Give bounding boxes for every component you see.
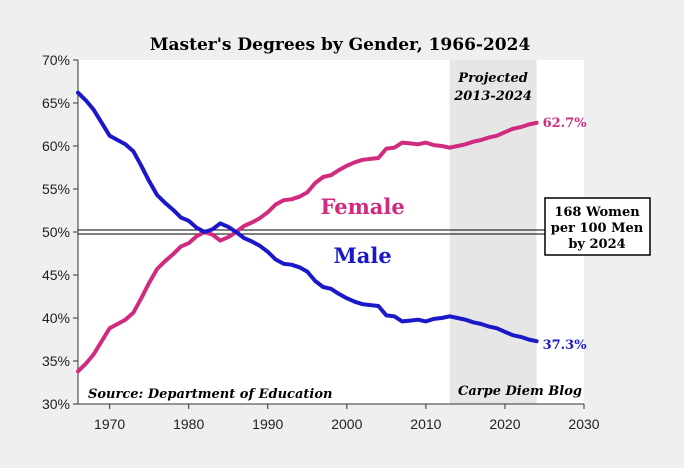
x-tick-label: 2010 — [410, 416, 441, 432]
y-tick-label: 70% — [42, 52, 70, 68]
x-tick-label: 2000 — [331, 416, 362, 432]
series-lines — [76, 90, 539, 374]
male-series-line — [76, 90, 539, 344]
y-tick-label: 30% — [42, 396, 70, 412]
y-axis: 30% 35% 40% 45% 50% 55% 60% 65% 70% — [42, 52, 78, 412]
chart-title: Master's Degrees by Gender, 1966-2024 — [150, 35, 531, 55]
female-series-line — [76, 120, 539, 374]
y-tick-label: 35% — [42, 353, 70, 369]
projection-label-line1: Projected — [457, 71, 528, 86]
x-tick-label: 2030 — [568, 416, 599, 432]
female-series-label: Female — [320, 194, 404, 219]
projection-label-line2: 2013-2024 — [453, 89, 532, 104]
y-tick-label: 55% — [42, 181, 70, 197]
male-series-label: Male — [334, 243, 392, 268]
callout-line-3: by 2024 — [568, 237, 625, 252]
callout-line-2: per 100 Men — [551, 221, 644, 236]
female-end-value-label: 62.7% — [543, 116, 588, 131]
y-tick-label: 40% — [42, 310, 70, 326]
callout-line-1: 168 Women — [554, 205, 640, 220]
fifty-percent-reference-line — [78, 229, 545, 235]
y-tick-label: 50% — [42, 224, 70, 240]
x-tick-label: 1980 — [173, 416, 204, 432]
callout-box-frame — [544, 197, 651, 256]
x-axis: 1970 1980 1990 2000 2010 2020 2030 — [77, 60, 600, 432]
credit-note: Carpe Diem Blog — [458, 384, 582, 399]
y-tick-label: 65% — [42, 95, 70, 111]
callout-box: 168 Women per 100 Men by 2024 — [544, 197, 651, 256]
source-note: Source: Department of Education — [88, 387, 332, 402]
male-end-value-label: 37.3% — [543, 338, 588, 353]
y-tick-label: 45% — [42, 267, 70, 283]
x-tick-label: 1970 — [94, 416, 125, 432]
y-tick-label: 60% — [42, 138, 70, 154]
x-tick-label: 2020 — [489, 416, 520, 432]
x-tick-label: 1990 — [252, 416, 283, 432]
projection-band — [449, 60, 537, 404]
